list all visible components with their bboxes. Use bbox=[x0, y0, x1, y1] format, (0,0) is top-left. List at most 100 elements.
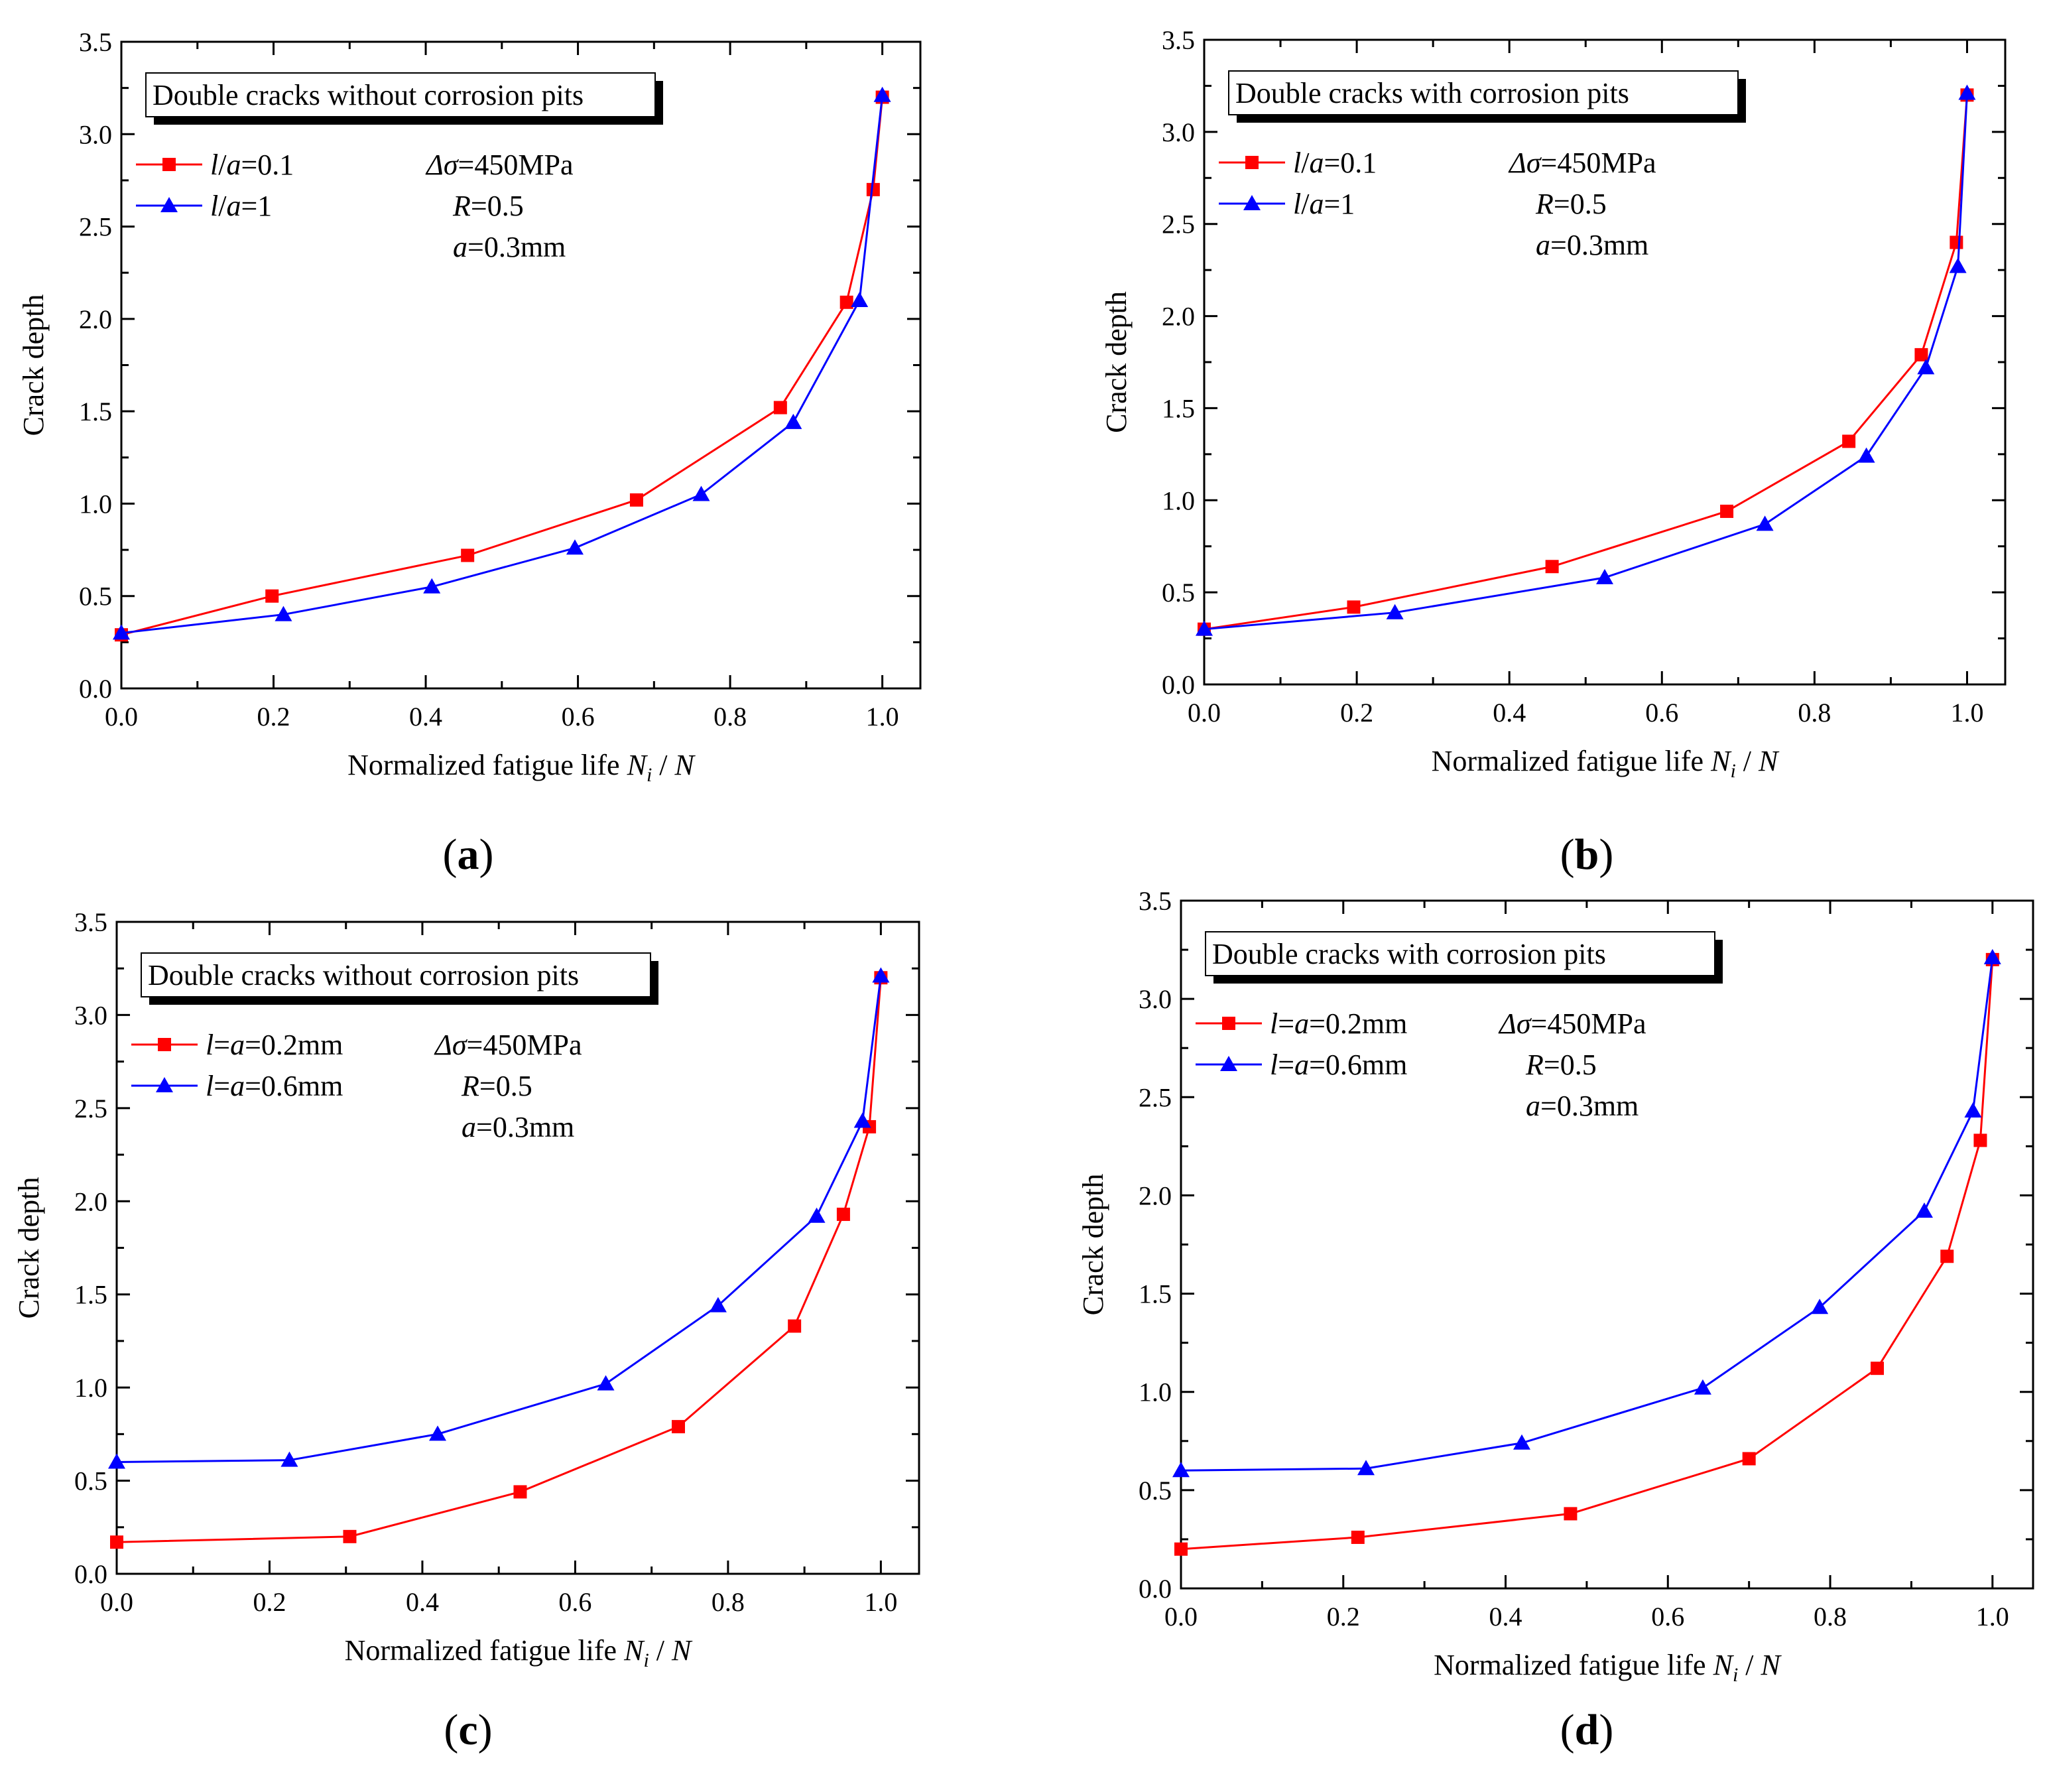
legend-entry-1: l=a=0.6mm bbox=[131, 1070, 343, 1102]
y-tick-label: 2.5 bbox=[74, 1094, 107, 1123]
y-axis-label: Crack depth bbox=[17, 294, 50, 436]
data-point bbox=[1811, 1299, 1829, 1314]
y-tick-label: 3.5 bbox=[1139, 886, 1172, 916]
panel-label: (c) bbox=[444, 1706, 492, 1754]
data-point bbox=[1513, 1434, 1530, 1450]
legend-entry-0: l=a=0.2mm bbox=[131, 1029, 343, 1061]
data-point bbox=[784, 413, 802, 429]
series-blue-triangles bbox=[1196, 84, 1976, 636]
y-tick-label: 3.0 bbox=[1162, 117, 1195, 147]
x-tick-label: 0.4 bbox=[1489, 1602, 1522, 1632]
y-tick-label: 2.5 bbox=[79, 212, 112, 242]
note-crack-length: a=0.3mm bbox=[1526, 1090, 1639, 1122]
x-tick-label: 0.8 bbox=[1798, 698, 1831, 728]
data-point bbox=[1857, 447, 1875, 463]
chart-title: Double cracks with corrosion pits bbox=[1212, 938, 1606, 970]
y-tick-label: 2.0 bbox=[79, 304, 112, 334]
chart-panel-d: 0.0 0.2 0.4 0.6 0.8 1.0 0.0 0.5 1.0 1.5 2.0 2.5 3.0 3… bbox=[1077, 886, 2034, 1754]
data-point bbox=[566, 539, 584, 555]
x-axis-label: Normalized fatigue life Ni / N bbox=[1432, 745, 1780, 782]
note-crack-length: a=0.3mm bbox=[1536, 229, 1648, 261]
legend-entry-1: l/a=1 bbox=[1219, 188, 1355, 220]
x-tick-label: 0.8 bbox=[713, 702, 747, 732]
y-tick-label: 2.5 bbox=[1162, 210, 1195, 239]
data-point bbox=[1914, 348, 1928, 361]
panel-label: (d) bbox=[1560, 1706, 1614, 1754]
data-point bbox=[1694, 1379, 1711, 1395]
y-tick-label: 1.0 bbox=[74, 1373, 107, 1403]
note-stress-ratio: R=0.5 bbox=[452, 190, 524, 222]
data-point bbox=[1564, 1507, 1578, 1521]
chart-title: Double cracks without corrosion pits bbox=[148, 959, 579, 992]
title-box bbox=[141, 952, 651, 997]
title-box bbox=[1228, 70, 1739, 115]
y-axis-label: Crack depth bbox=[1077, 1174, 1109, 1316]
x-tick-label: 0.4 bbox=[409, 702, 442, 732]
data-point bbox=[1720, 504, 1734, 518]
y-tick-label: 3.5 bbox=[1162, 25, 1195, 55]
y-tick-label: 0.5 bbox=[74, 1466, 107, 1496]
title-box bbox=[1205, 931, 1715, 976]
data-point bbox=[1386, 604, 1404, 619]
chart-title: Double cracks without corrosion pits bbox=[153, 79, 584, 111]
data-point bbox=[1357, 1460, 1375, 1476]
data-point bbox=[1842, 434, 1856, 448]
y-tick-label: 2.0 bbox=[1162, 302, 1195, 332]
x-tick-label: 0.8 bbox=[1814, 1602, 1847, 1632]
x-tick-label: 0.2 bbox=[253, 1587, 286, 1617]
panel-label: (a) bbox=[443, 830, 494, 879]
legend-label: l=a=0.2mm bbox=[206, 1029, 343, 1061]
data-point bbox=[429, 1425, 446, 1441]
data-point bbox=[672, 1420, 685, 1434]
title-box bbox=[145, 72, 656, 117]
panel-label: (b) bbox=[1560, 830, 1614, 879]
legend-entry-0: l=a=0.2mm bbox=[1196, 1007, 1407, 1040]
x-tick-label: 0.4 bbox=[406, 1587, 439, 1617]
y-tick-label: 3.5 bbox=[74, 907, 107, 937]
note-stress-range: Δσ=450MPa bbox=[1508, 147, 1656, 179]
data-point bbox=[866, 182, 880, 196]
data-point bbox=[873, 86, 891, 102]
data-point bbox=[709, 1297, 727, 1312]
x-tick-label: 0.4 bbox=[1493, 698, 1526, 728]
legend-label: l=a=0.6mm bbox=[206, 1070, 343, 1102]
legend-entry-0: l/a=0.1 bbox=[136, 149, 294, 181]
legend-label: l=a=0.2mm bbox=[1270, 1007, 1407, 1040]
series-line bbox=[116, 976, 882, 1463]
data-point bbox=[423, 578, 441, 594]
x-axis-label: Normalized fatigue life Ni / N bbox=[345, 1634, 693, 1671]
y-tick-label: 2.0 bbox=[1139, 1181, 1172, 1210]
y-tick-label: 0.0 bbox=[1162, 670, 1195, 700]
series-line bbox=[1204, 95, 1968, 631]
x-axis-label: Normalized fatigue life Ni / N bbox=[1434, 1649, 1782, 1686]
series-line bbox=[116, 978, 882, 1543]
plot-frame bbox=[115, 921, 920, 1575]
data-point bbox=[275, 606, 292, 621]
legend-marker bbox=[1220, 1056, 1237, 1071]
y-tick-label: 1.0 bbox=[79, 489, 112, 519]
y-tick-label: 2.5 bbox=[1139, 1082, 1172, 1112]
data-point bbox=[1940, 1249, 1954, 1263]
data-point bbox=[1174, 1542, 1188, 1556]
y-tick-label: 3.0 bbox=[74, 1000, 107, 1030]
y-tick-label: 0.5 bbox=[1162, 578, 1195, 608]
data-point bbox=[110, 1535, 123, 1549]
data-point bbox=[1545, 560, 1559, 574]
y-tick-label: 3.0 bbox=[1139, 984, 1172, 1014]
data-point bbox=[1172, 1462, 1190, 1478]
y-tick-label: 1.0 bbox=[1139, 1377, 1172, 1407]
y-axis-label: Crack depth bbox=[13, 1177, 45, 1319]
data-point bbox=[1196, 620, 1213, 636]
series-blue-triangles bbox=[108, 967, 890, 1469]
legend-label: l/a=1 bbox=[1293, 188, 1355, 220]
data-point bbox=[280, 1451, 298, 1467]
y-tick-label: 0.5 bbox=[1139, 1476, 1172, 1505]
series-line bbox=[1204, 93, 1968, 631]
data-point bbox=[839, 295, 853, 309]
data-point bbox=[1983, 948, 2001, 964]
note-stress-range: Δσ=450MPa bbox=[434, 1029, 582, 1061]
y-tick-label: 1.5 bbox=[1162, 393, 1195, 423]
data-point bbox=[343, 1529, 357, 1543]
data-point bbox=[853, 1112, 871, 1128]
data-point bbox=[1964, 1102, 1982, 1118]
